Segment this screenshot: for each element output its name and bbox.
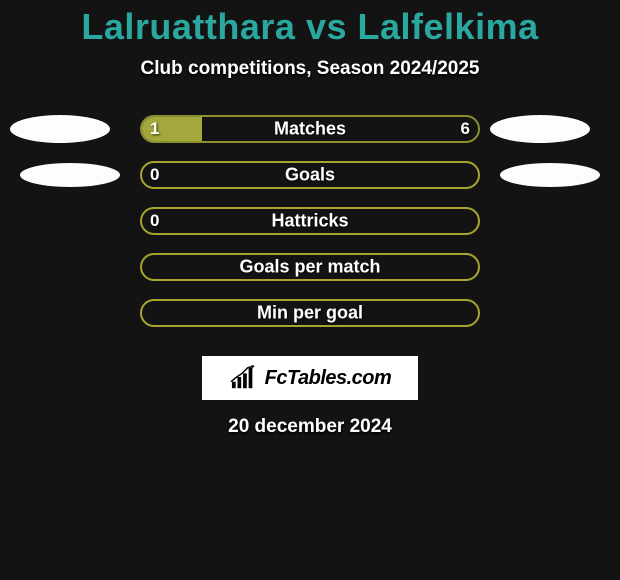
left-ellipse [10,115,110,143]
stat-row: Min per goal [0,290,620,336]
right-ellipse [500,163,600,187]
player1-name: Lalruatthara [81,6,295,47]
stat-bar: Goals [140,161,480,189]
stat-row: Goals0 [0,152,620,198]
stat-label: Goals per match [142,257,478,278]
player2-name: Lalfelkima [358,6,539,47]
stat-bar: Goals per match [140,253,480,281]
stat-value-right: 6 [461,119,470,139]
stat-row: Hattricks0 [0,198,620,244]
snapshot-date: 20 december 2024 [0,416,620,438]
left-ellipse [20,163,120,187]
title-vs: vs [306,6,347,47]
stat-row: Goals per match [0,244,620,290]
stat-value-left: 1 [150,119,159,139]
subtitle: Club competitions, Season 2024/2025 [0,58,620,80]
right-ellipse [490,115,590,143]
stat-bar: Hattricks [140,207,480,235]
stat-row: Matches1 6 [0,106,620,152]
brand-badge: FcTables.com [202,356,418,400]
stat-bar: Matches [140,115,480,143]
stat-bar: Min per goal [140,299,480,327]
stat-label: Goals [142,165,478,186]
brand-text: FcTables.com [265,367,392,390]
stat-value-left: 0 [150,211,159,231]
stat-rows: Matches16Goals0Hattricks0Goals per match… [0,106,620,336]
brand-chart-icon [229,365,259,391]
comparison-title: Lalruatthara vs Lalfelkima [0,0,620,52]
stat-label: Min per goal [142,303,478,324]
stat-value-left: 0 [150,165,159,185]
stat-label: Hattricks [142,211,478,232]
